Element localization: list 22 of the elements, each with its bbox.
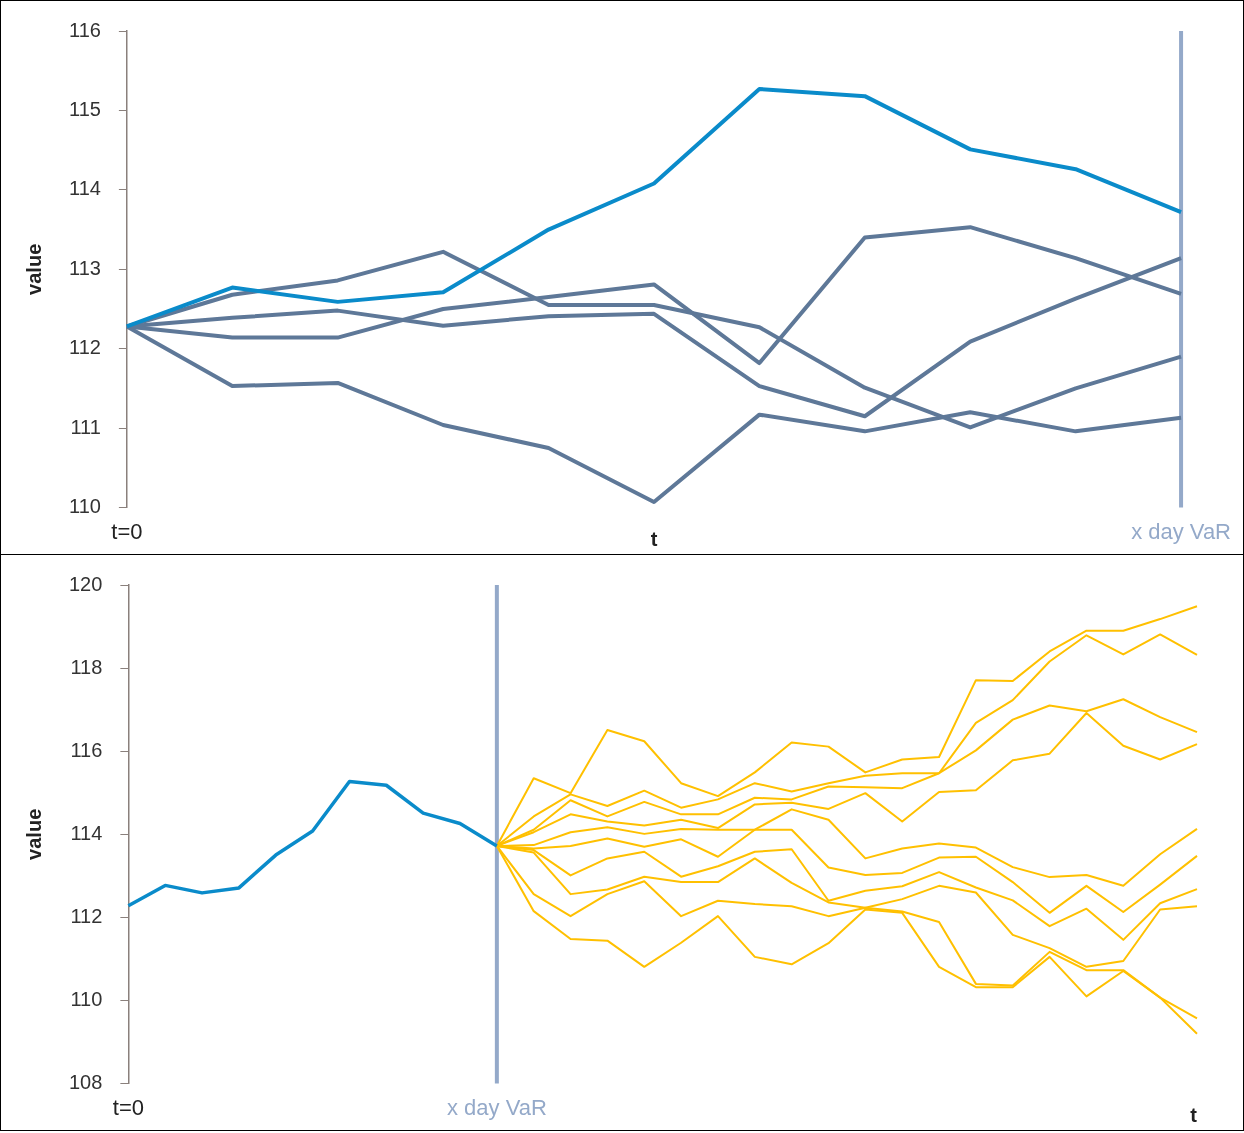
- y-tick-label: 116: [68, 18, 101, 41]
- y-tick-label: 113: [68, 256, 101, 279]
- y-tick-label: 112: [70, 904, 103, 927]
- x-tick-label: t=0: [112, 1094, 144, 1120]
- y-tick-label: 118: [70, 655, 103, 678]
- y-tick-label: 114: [70, 821, 103, 844]
- x-axis-title: t: [650, 527, 658, 550]
- y-tick-label: 115: [68, 97, 101, 120]
- y-axis-title: value: [22, 808, 45, 860]
- x-axis-title: t: [1190, 1103, 1198, 1126]
- y-tick-label: 108: [68, 1071, 103, 1094]
- x-tick-label: x day VaR: [446, 1094, 547, 1120]
- x-tick-label: t=0: [111, 518, 143, 544]
- y-tick-label: 112: [68, 336, 101, 359]
- y-tick-label: 114: [68, 177, 101, 200]
- y-tick-label: 110: [70, 988, 103, 1011]
- y-tick-label: 111: [70, 415, 101, 438]
- y-tick-label: 110: [68, 495, 101, 518]
- y-tick-label: 116: [70, 738, 103, 761]
- y-axis-title: value: [22, 243, 45, 295]
- y-tick-label: 120: [68, 572, 103, 595]
- x-tick-label: x day VaR: [1131, 518, 1231, 544]
